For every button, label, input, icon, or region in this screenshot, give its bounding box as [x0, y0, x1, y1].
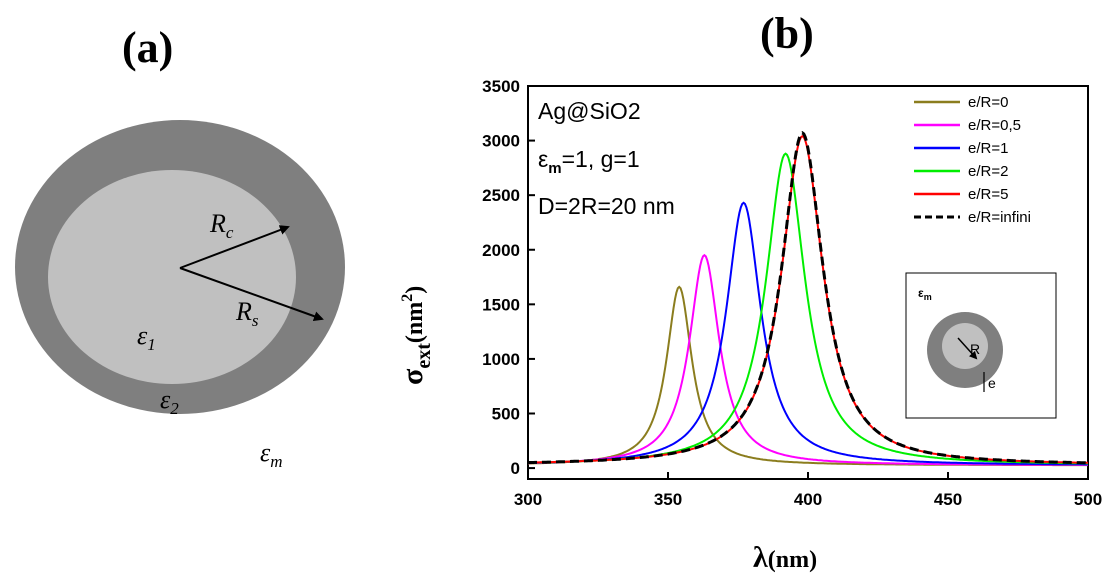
medium-permittivity-label: εm: [260, 438, 283, 471]
annotation-diameter: D=2R=20 nm: [538, 193, 675, 219]
legend-label: e/R=5: [968, 186, 1008, 203]
legend-label: e/R=0,5: [968, 117, 1021, 134]
chart-series: [527, 130, 1088, 467]
core-region: [48, 170, 296, 384]
series-line-5: [527, 130, 1088, 465]
panel-a-label: (a): [122, 23, 173, 72]
inset-radius-label: R: [970, 341, 980, 357]
panel-b: (b) 300 350 400 450 500050010001500200025003…: [396, 9, 1102, 574]
y-axis-label: σext(nm2): [396, 286, 435, 385]
core-radius-label: Rc: [209, 209, 234, 242]
x-tick-label: 300: [514, 490, 542, 509]
y-tick-label: 3000: [482, 132, 520, 151]
y-tick-label: 2500: [482, 186, 520, 205]
axis-ticks: 300 350 400 450 500 0 500 1000 1500 2000 2500 3000 3…: [482, 77, 1102, 509]
x-tick-label: 450: [934, 490, 962, 509]
y-tick-label: 2000: [482, 241, 520, 260]
shell-radius-arrow: [179, 267, 324, 322]
y-tick-label: 1000: [482, 350, 520, 369]
shell-permittivity-label: ε2: [160, 385, 179, 418]
x-tick-label: 400: [794, 490, 822, 509]
inset-medium-label: εm: [918, 286, 932, 302]
legend: e/R=0 e/R=0,5 e/R=1 e/R=2 e/R=5 e/R=infini: [914, 94, 1031, 226]
inset-schematic: εm R e: [905, 272, 1057, 419]
shell-radius-label: Rs: [235, 297, 259, 330]
y-tick-label: 3500: [482, 77, 520, 96]
x-tick-label: 350: [654, 490, 682, 509]
legend-label: e/R=infini: [968, 209, 1031, 226]
annotation-material: Ag@SiO2: [538, 98, 641, 124]
panel-a: (a) Rc Rs ε1 ε2 εm: [15, 23, 345, 471]
y-tick-label: 0: [511, 459, 520, 478]
core-radius-arrow: [179, 225, 290, 269]
panel-b-label: (b): [760, 9, 814, 58]
legend-label: e/R=0: [968, 94, 1008, 111]
x-tick-label: 500: [1074, 490, 1102, 509]
legend-label: e/R=1: [968, 140, 1008, 157]
series-line-2: [528, 201, 1088, 466]
y-tick-label: 500: [492, 405, 520, 424]
y-tick-label: 1500: [482, 295, 520, 314]
inset-thickness-label: e: [988, 375, 996, 391]
inset-radius-arrow: [957, 337, 978, 360]
legend-label: e/R=2: [968, 163, 1008, 180]
core-permittivity-label: ε1: [137, 321, 156, 354]
x-axis-label: λ(nm): [753, 541, 817, 574]
annotation-parameters: εm=1, g=1: [538, 146, 640, 177]
